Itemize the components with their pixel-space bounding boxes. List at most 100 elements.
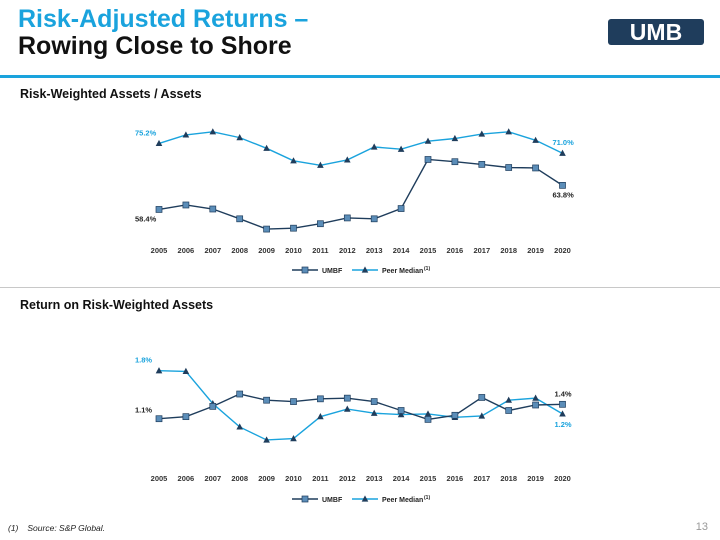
x-tick-label: 2014 bbox=[393, 474, 411, 483]
umbf-point bbox=[236, 215, 244, 223]
footnote: (1) Source: S&P Global. bbox=[8, 523, 114, 533]
chart-1: 2005 2006 2007 2008 2009 2010 2011 2012 2013 2014… bbox=[0, 110, 720, 280]
x-tick-label: 2016 bbox=[447, 474, 464, 483]
umbf-point bbox=[505, 164, 513, 171]
peer-median-point bbox=[397, 145, 405, 152]
umbf-point bbox=[532, 401, 539, 409]
umbf-point bbox=[559, 182, 566, 189]
x-tick-label: 2017 bbox=[473, 474, 490, 483]
x-tick-label: 2009 bbox=[258, 246, 275, 255]
peer-median-point bbox=[370, 409, 378, 416]
umbf-point bbox=[478, 394, 486, 401]
legend-peer-marker bbox=[361, 266, 369, 273]
umbf-point bbox=[424, 156, 432, 163]
x-tick-label: 2016 bbox=[447, 246, 464, 255]
peer-median-point bbox=[209, 128, 217, 135]
peer-median-point bbox=[263, 144, 270, 151]
logo-text: UMB bbox=[630, 19, 682, 45]
legend-umbf-label: UMBF bbox=[322, 268, 343, 275]
x-tick-label: 2011 bbox=[312, 474, 328, 483]
umbf-point bbox=[343, 394, 351, 402]
umbf-point bbox=[182, 413, 190, 421]
umbf-point bbox=[424, 416, 432, 423]
umbf-point bbox=[290, 398, 297, 405]
x-tick-label: 2020 bbox=[554, 246, 571, 255]
peer-median-point bbox=[532, 136, 539, 143]
umbf-point bbox=[317, 395, 324, 403]
x-tick-label: 2012 bbox=[339, 246, 356, 255]
peer-median-line bbox=[158, 131, 563, 166]
peer-median-point bbox=[505, 396, 512, 403]
peer-median-point bbox=[532, 394, 539, 401]
umbf-point bbox=[182, 201, 190, 209]
x-tick-label: 2011 bbox=[312, 246, 328, 255]
chart-2: 2005 2006 2007 2008 2009 2010 2011 2012 2013 2014… bbox=[0, 343, 720, 508]
x-tick-label: 2020 bbox=[554, 474, 571, 483]
peer-last-label: 1.2% bbox=[555, 420, 572, 429]
footnote-text: Source: S&P Global. bbox=[27, 523, 106, 533]
title-line-2: Rowing Close to Shore bbox=[18, 32, 292, 60]
umbf-point bbox=[397, 205, 405, 212]
peer-median-point bbox=[155, 367, 163, 374]
x-tick-label: 2005 bbox=[151, 246, 168, 255]
umbf-point bbox=[370, 398, 378, 405]
peer-median-point bbox=[424, 410, 432, 417]
chart-2-svg: 2005 2006 2007 2008 2009 2010 2011 2012 2013 2014… bbox=[135, 356, 572, 504]
peer-median-point bbox=[559, 149, 566, 156]
x-tick-label: 2010 bbox=[285, 474, 302, 483]
umbf-point bbox=[343, 214, 351, 222]
peer-median-point bbox=[344, 405, 351, 412]
x-tick-label: 2009 bbox=[258, 474, 275, 483]
umbf-point bbox=[236, 390, 244, 398]
x-tick-label: 2008 bbox=[231, 474, 248, 483]
x-tick-label: 2014 bbox=[393, 246, 411, 255]
chart-1-title: Risk-Weighted Assets / Assets bbox=[20, 87, 202, 101]
title-line-1: Risk-Adjusted Returns – bbox=[18, 5, 309, 33]
x-tick-label: 2007 bbox=[204, 246, 221, 255]
x-tick-label: 2006 bbox=[178, 474, 195, 483]
peer-last-label: 71.0% bbox=[553, 138, 575, 147]
umbf-point bbox=[263, 225, 270, 233]
x-tick-label: 2019 bbox=[527, 474, 544, 483]
peer-median-point bbox=[290, 157, 297, 164]
header-rule bbox=[0, 75, 720, 78]
page-title: Risk-Adjusted Returns – Rowing Close to … bbox=[18, 6, 308, 60]
umbf-point bbox=[209, 205, 217, 213]
umb-logo: UMB bbox=[608, 19, 704, 45]
umbf-point bbox=[155, 415, 163, 423]
umbf-first-label: 1.1% bbox=[135, 406, 152, 415]
peer-median-point bbox=[236, 134, 243, 141]
umbf-point bbox=[451, 158, 459, 166]
peer-median-point bbox=[505, 128, 512, 135]
peer-median-point bbox=[478, 412, 486, 419]
umbf-point bbox=[263, 396, 270, 404]
x-tick-label: 2010 bbox=[285, 246, 302, 255]
umbf-point bbox=[505, 407, 513, 414]
page-number: 13 bbox=[695, 521, 708, 533]
umbf-last-label: 1.4% bbox=[555, 389, 572, 398]
umbf-line bbox=[158, 158, 563, 230]
legend-umbf-marker bbox=[301, 266, 309, 274]
legend-peer-footnote-ref: (1) bbox=[424, 495, 430, 501]
x-tick-label: 2007 bbox=[204, 474, 221, 483]
umbf-line bbox=[158, 393, 563, 421]
umbf-point bbox=[290, 224, 297, 232]
umbf-point bbox=[478, 161, 486, 168]
peer-median-point bbox=[290, 435, 297, 442]
legend-peer-label: Peer Median bbox=[382, 268, 423, 275]
umbf-last-label: 63.8% bbox=[553, 190, 575, 199]
legend-umbf-label: UMBF bbox=[322, 497, 343, 504]
umbf-point bbox=[209, 403, 217, 410]
peer-median-point bbox=[236, 423, 243, 430]
x-tick-label: 2019 bbox=[527, 246, 544, 255]
x-tick-label: 2015 bbox=[420, 474, 437, 483]
peer-median-point bbox=[344, 156, 351, 163]
footnote-marker: (1) bbox=[8, 523, 19, 533]
peer-median-point bbox=[182, 367, 190, 374]
peer-median-point bbox=[182, 131, 190, 138]
umbf-point bbox=[532, 164, 539, 172]
legend-peer-marker bbox=[361, 495, 369, 502]
x-tick-label: 2006 bbox=[178, 246, 195, 255]
peer-first-label: 75.2% bbox=[135, 128, 157, 137]
x-tick-label: 2018 bbox=[500, 246, 517, 255]
